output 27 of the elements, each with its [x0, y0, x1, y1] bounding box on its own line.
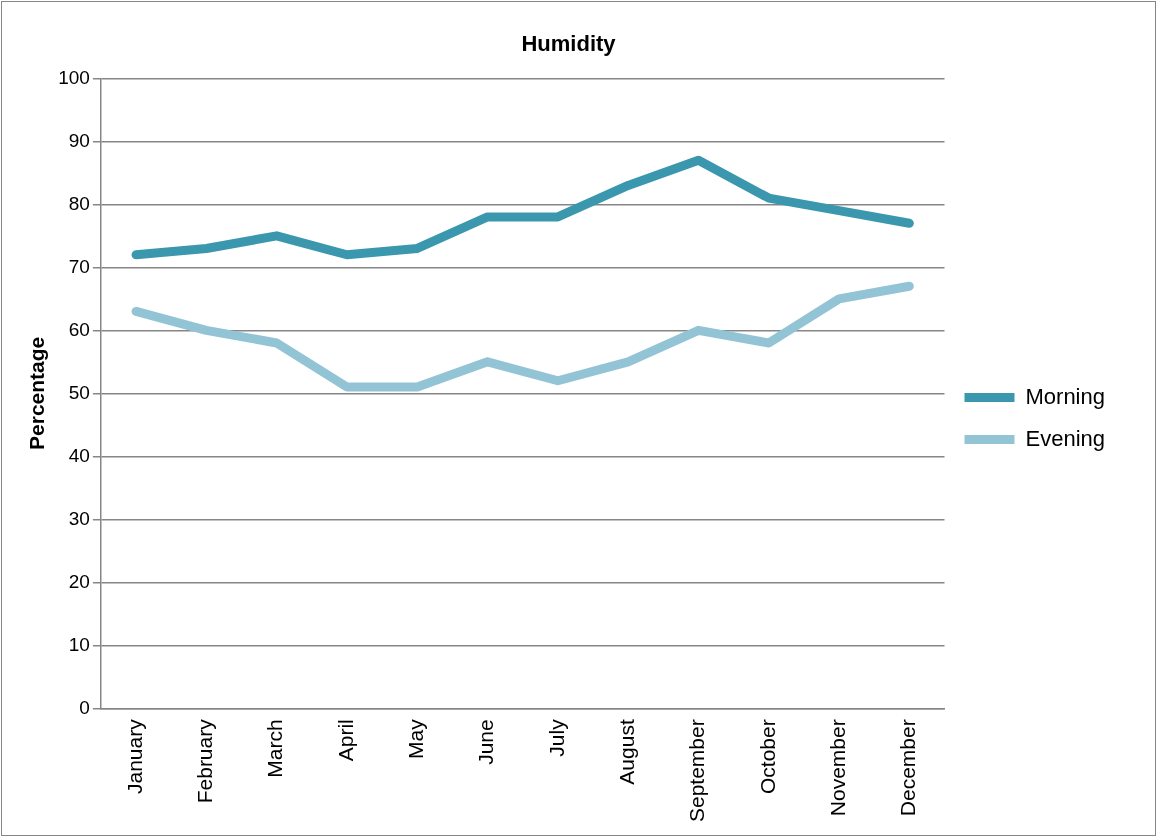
y-tick-label: 10: [68, 633, 90, 655]
x-tick-label: November: [825, 719, 849, 817]
x-tick-label: August: [614, 719, 638, 785]
x-tick-label: February: [193, 718, 217, 804]
x-tick-label: December: [896, 719, 920, 817]
y-tick-label: 0: [79, 696, 90, 718]
y-axis-title: Percentage: [25, 336, 49, 450]
y-tick-label: 50: [68, 381, 90, 403]
x-tick-label: March: [263, 719, 287, 778]
legend-label: Morning: [1025, 383, 1105, 409]
chart-title: Humidity: [521, 31, 617, 57]
y-tick-label: 80: [68, 192, 90, 214]
y-tick-label: 70: [68, 255, 90, 277]
x-tick-label: June: [474, 719, 498, 765]
x-tick-label: September: [685, 719, 709, 823]
y-tick-label: 30: [68, 507, 90, 529]
x-tick-label: May: [404, 718, 428, 759]
y-tick-label: 100: [58, 66, 90, 88]
x-tick-label: July: [544, 718, 568, 757]
x-tick-label: April: [333, 719, 357, 762]
x-tick-label: October: [755, 719, 779, 794]
legend-label: Evening: [1025, 425, 1106, 451]
x-tick-label: January: [122, 718, 146, 794]
y-tick-label: 60: [68, 318, 90, 340]
y-tick-label: 40: [68, 444, 90, 466]
y-tick-label: 90: [68, 129, 90, 151]
y-tick-label: 20: [68, 570, 90, 592]
